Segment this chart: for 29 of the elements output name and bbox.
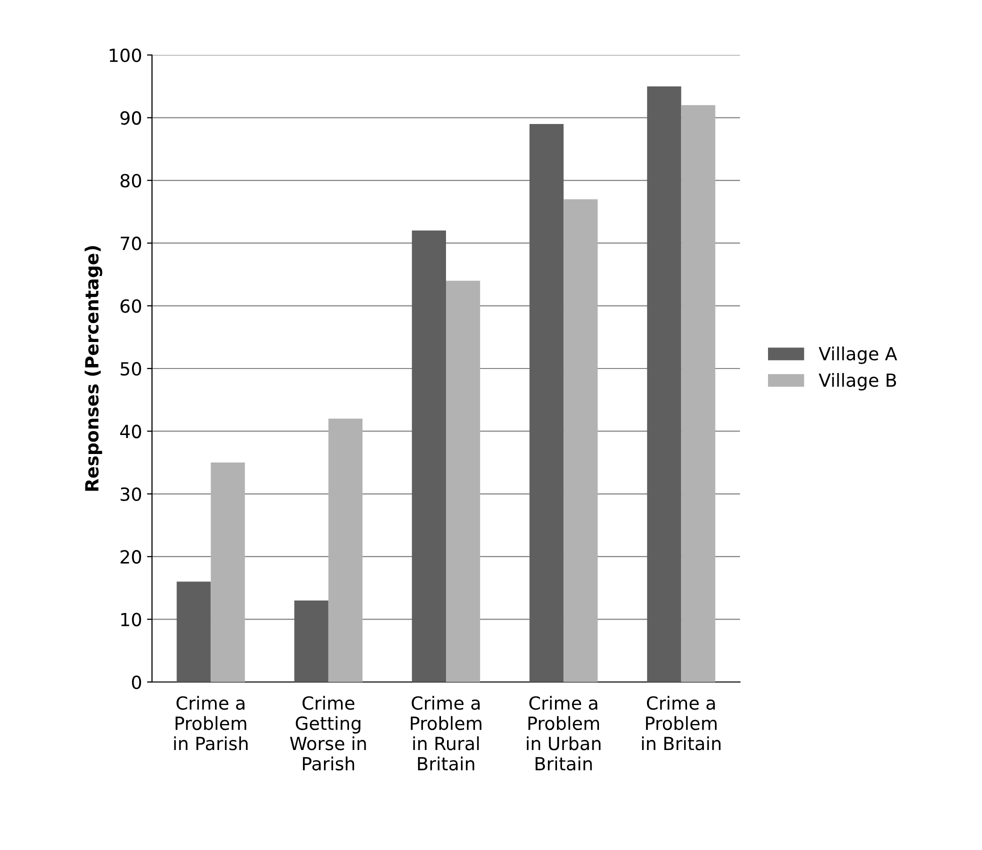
y-tick-label: 30 [120, 487, 142, 502]
y-axis-title: Responses (Percentage) [84, 246, 102, 491]
bar [328, 418, 363, 682]
bar [446, 280, 480, 682]
y-tick-label: 50 [120, 362, 142, 376]
bar [412, 230, 446, 682]
bar [647, 86, 682, 682]
bar [564, 199, 598, 682]
y-tick-label: 10 [121, 612, 142, 626]
x-tick-label: Crime a Problem in Parish [174, 696, 248, 750]
y-tick-label: 0 [132, 675, 142, 690]
bar [294, 600, 328, 682]
x-tick-label: Crime a Problem in Britain [642, 696, 720, 750]
y-tick-label: 100 [110, 48, 142, 62]
legend-label: Village A [818, 346, 898, 364]
y-tick-label: 40 [120, 424, 142, 438]
bar [176, 582, 211, 682]
y-tick-label: 70 [120, 236, 142, 250]
bar [210, 462, 245, 682]
bar [529, 124, 564, 682]
x-tick-label: Crime Getting Worse in Parish [290, 696, 366, 771]
y-tick-label: 20 [120, 550, 142, 564]
legend-label: Village B [818, 373, 896, 390]
y-tick-label: 90 [120, 111, 142, 125]
x-tick-label: Crime a Problem in Urban Britain [526, 696, 600, 771]
x-tick-label: Crime a Problem in Rural Britain [410, 696, 482, 771]
y-tick-label: 60 [120, 299, 142, 313]
y-tick-label: 80 [120, 174, 142, 188]
bar [681, 105, 716, 682]
